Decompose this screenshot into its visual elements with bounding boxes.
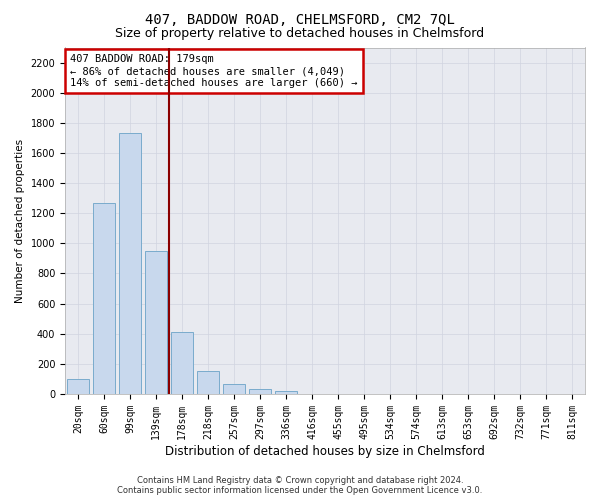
Text: Contains HM Land Registry data © Crown copyright and database right 2024.
Contai: Contains HM Land Registry data © Crown c… [118, 476, 482, 495]
Bar [67, 379, 89, 394]
Bar [119, 134, 141, 394]
Text: 407, BADDOW ROAD, CHELMSFORD, CM2 7QL: 407, BADDOW ROAD, CHELMSFORD, CM2 7QL [145, 12, 455, 26]
X-axis label: Distribution of detached houses by size in Chelmsford: Distribution of detached houses by size … [165, 444, 485, 458]
Text: 407 BADDOW ROAD: 179sqm
← 86% of detached houses are smaller (4,049)
14% of semi: 407 BADDOW ROAD: 179sqm ← 86% of detache… [70, 54, 358, 88]
Bar [197, 372, 219, 394]
Bar [249, 388, 271, 394]
Bar [275, 391, 297, 394]
Text: Size of property relative to detached houses in Chelmsford: Size of property relative to detached ho… [115, 28, 485, 40]
Bar [223, 384, 245, 394]
Bar [93, 202, 115, 394]
Bar [145, 251, 167, 394]
Y-axis label: Number of detached properties: Number of detached properties [15, 138, 25, 303]
Bar [171, 332, 193, 394]
